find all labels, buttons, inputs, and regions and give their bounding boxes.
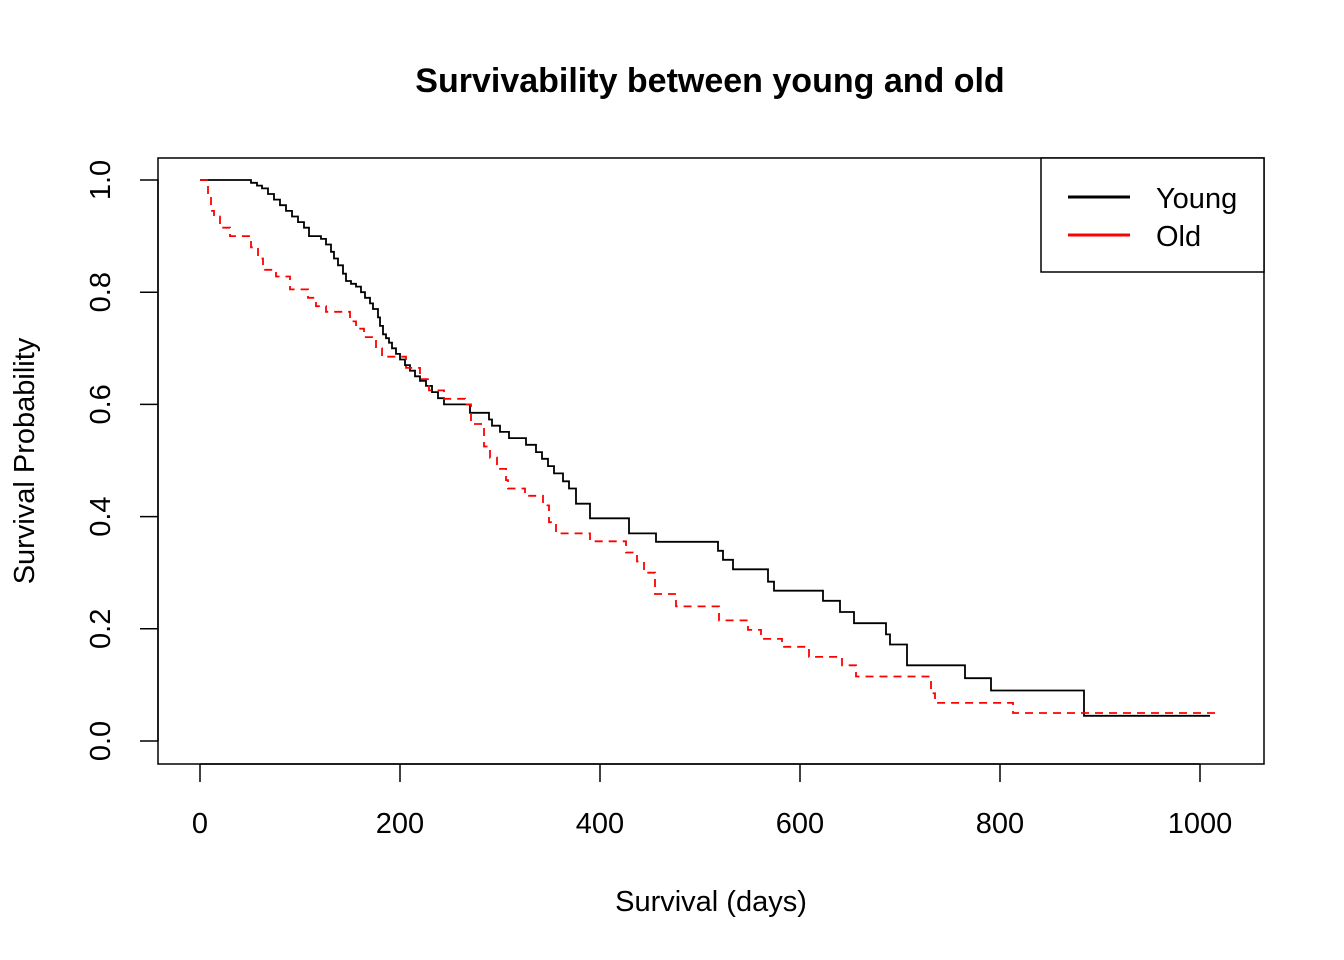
y-axis: 0.0 0.2 0.4 0.6 0.8 1.0 bbox=[85, 160, 159, 761]
chart-title: Survivability between young and old bbox=[415, 62, 1004, 100]
y-tick-label: 1.0 bbox=[85, 160, 117, 200]
x-tick-label: 400 bbox=[576, 808, 624, 840]
series-line-young bbox=[200, 179, 1210, 717]
x-axis: 0 200 400 600 800 1000 bbox=[192, 763, 1233, 840]
legend: Young Old bbox=[1040, 157, 1265, 273]
y-tick-label: 0.4 bbox=[85, 496, 117, 536]
series-layer bbox=[200, 179, 1220, 717]
legend-label-old: Old bbox=[1156, 221, 1201, 253]
x-tick-label: 800 bbox=[976, 808, 1024, 840]
y-tick-label: 0.8 bbox=[85, 272, 117, 312]
x-axis-title: Survival (days) bbox=[615, 886, 807, 918]
x-tick-label: 600 bbox=[776, 808, 824, 840]
y-tick-label: 0.0 bbox=[85, 721, 117, 761]
y-tick-label: 0.2 bbox=[85, 609, 117, 649]
x-tick-label: 1000 bbox=[1168, 808, 1233, 840]
y-axis-title: Survival Probability bbox=[9, 337, 41, 584]
series-line-old bbox=[200, 179, 1220, 714]
legend-label-young: Young bbox=[1156, 183, 1237, 215]
legend-box bbox=[1040, 157, 1265, 273]
x-tick-label: 0 bbox=[192, 808, 208, 840]
x-tick-label: 200 bbox=[376, 808, 424, 840]
y-tick-label: 0.6 bbox=[85, 384, 117, 424]
